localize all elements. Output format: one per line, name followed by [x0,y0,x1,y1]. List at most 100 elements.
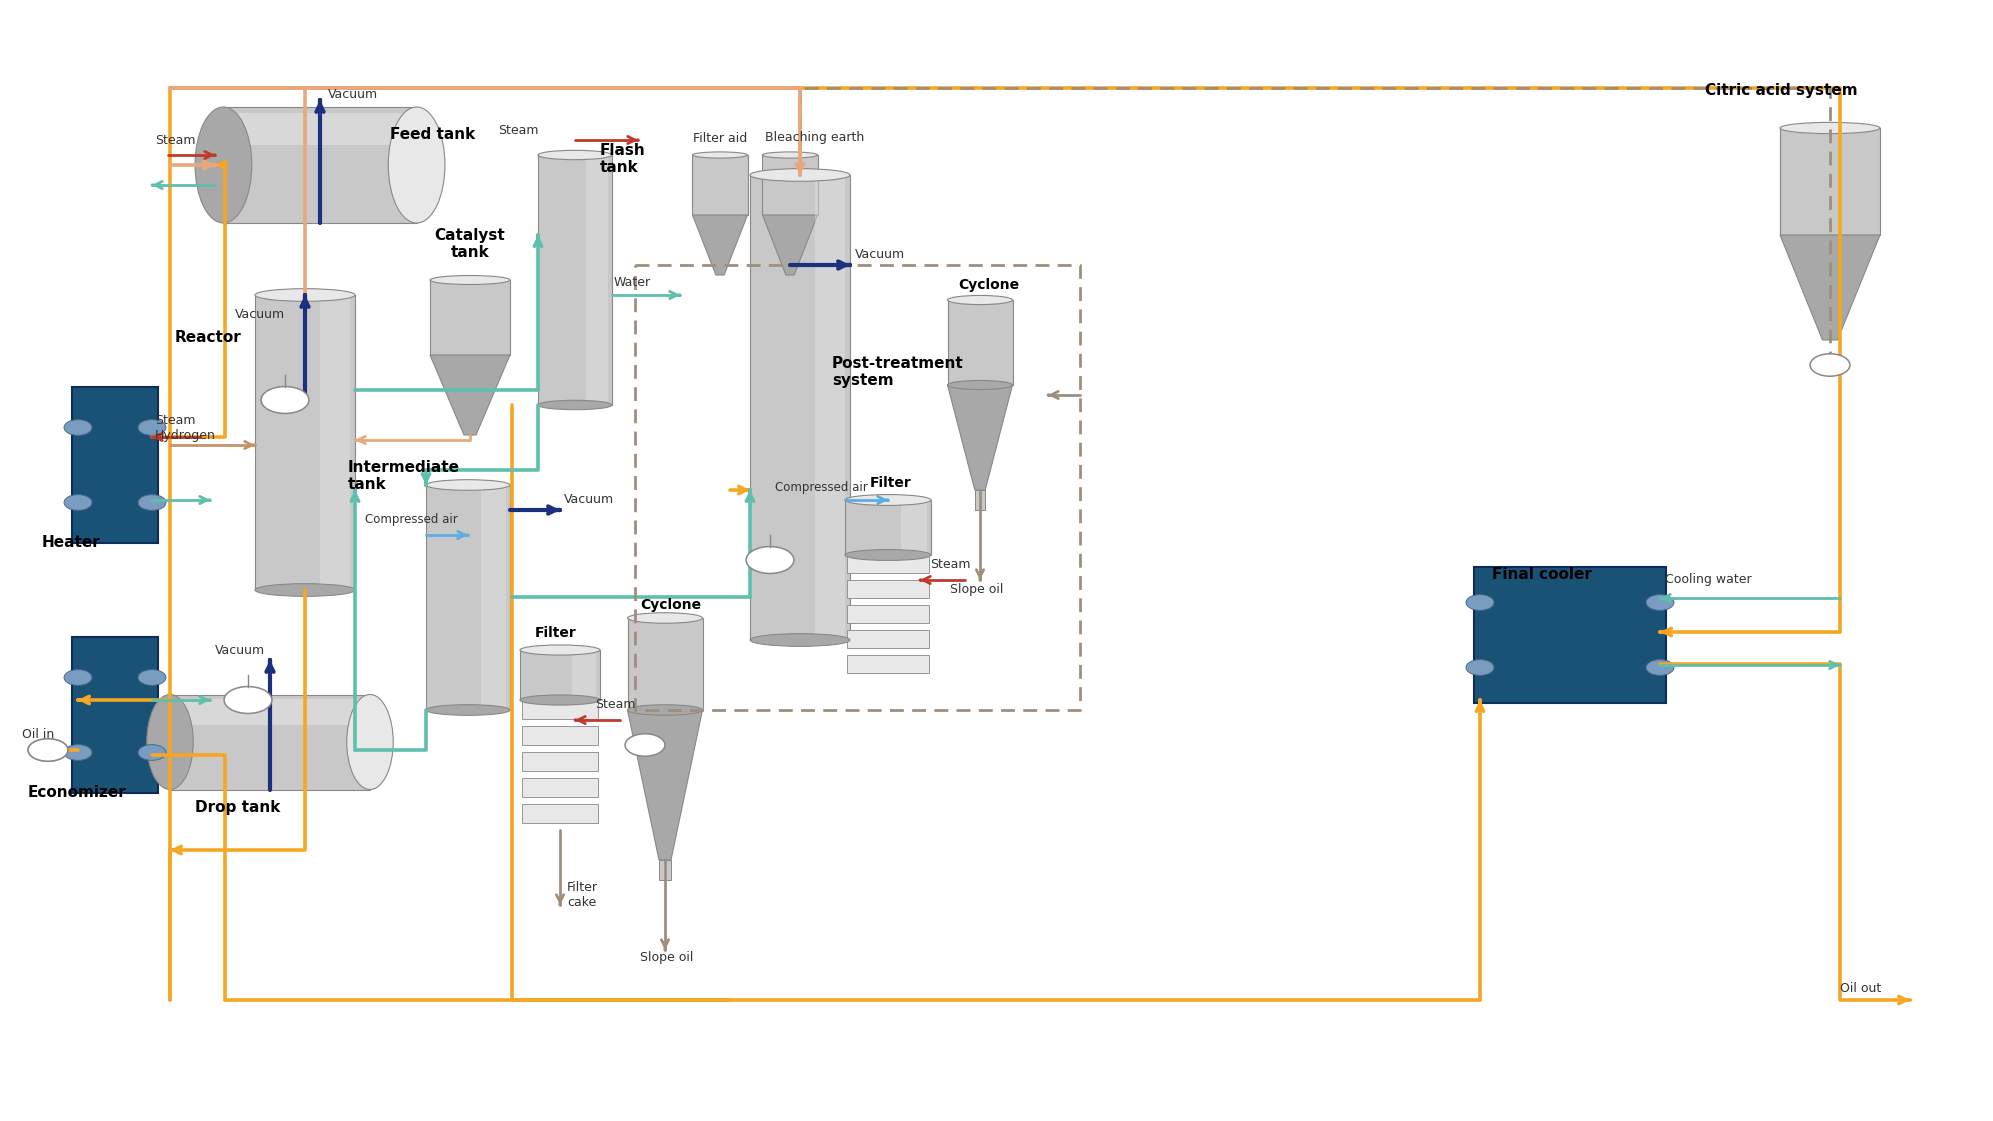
Polygon shape [763,215,817,275]
FancyBboxPatch shape [223,106,417,223]
Text: Vacuum: Vacuum [564,493,614,507]
Text: Flash
tank: Flash tank [600,142,646,175]
Text: Economizer: Economizer [28,785,128,800]
Polygon shape [847,605,929,623]
Text: Vacuum: Vacuum [329,89,379,102]
Text: Filter aid: Filter aid [694,131,747,145]
Text: Drop tank: Drop tank [195,800,281,815]
Ellipse shape [845,549,931,560]
Circle shape [64,419,92,435]
Circle shape [138,669,165,685]
Ellipse shape [947,296,1012,305]
Ellipse shape [195,106,251,223]
Ellipse shape [255,584,355,596]
Polygon shape [947,385,1012,490]
Text: Filter: Filter [871,476,911,490]
Text: Steam: Steam [931,558,971,572]
Ellipse shape [255,289,355,302]
Ellipse shape [763,152,817,158]
Text: Final cooler: Final cooler [1493,567,1592,582]
Ellipse shape [427,705,510,715]
Ellipse shape [749,633,849,647]
Polygon shape [847,630,929,648]
Ellipse shape [845,494,931,506]
Ellipse shape [427,480,510,490]
Circle shape [138,419,165,435]
Text: Cyclone: Cyclone [640,597,702,612]
Ellipse shape [947,380,1012,390]
Text: Catalyst
tank: Catalyst tank [434,228,506,260]
FancyBboxPatch shape [845,500,931,555]
Polygon shape [522,726,598,744]
FancyBboxPatch shape [255,295,355,590]
FancyBboxPatch shape [749,175,849,640]
Polygon shape [975,490,985,510]
FancyBboxPatch shape [223,113,417,145]
Polygon shape [947,300,1012,385]
Text: Bleaching earth: Bleaching earth [765,131,865,145]
Polygon shape [628,618,702,710]
FancyBboxPatch shape [586,155,608,405]
Circle shape [138,494,165,510]
Ellipse shape [347,695,393,789]
Polygon shape [522,752,598,771]
Text: Vacuum: Vacuum [855,249,905,261]
Circle shape [223,686,271,713]
Circle shape [1810,354,1850,377]
FancyBboxPatch shape [815,175,845,640]
Circle shape [1467,594,1495,610]
Polygon shape [430,355,510,435]
Circle shape [64,494,92,510]
Text: Steam: Steam [155,133,195,147]
Polygon shape [522,778,598,797]
Text: Slope oil: Slope oil [640,952,694,964]
FancyBboxPatch shape [901,500,927,555]
FancyBboxPatch shape [520,650,600,700]
Polygon shape [847,555,929,573]
Polygon shape [763,155,817,215]
Text: Reactor: Reactor [175,330,241,345]
Ellipse shape [692,152,747,158]
FancyBboxPatch shape [72,637,157,794]
FancyBboxPatch shape [427,485,510,710]
Circle shape [138,744,165,760]
Circle shape [626,734,666,757]
Text: Feed tank: Feed tank [391,127,474,142]
Text: Vacuum: Vacuum [235,308,285,322]
Text: Vacuum: Vacuum [215,643,265,657]
Polygon shape [847,655,929,673]
Circle shape [64,669,92,685]
Ellipse shape [520,695,600,705]
Text: Compressed air: Compressed air [365,513,458,527]
Text: Slope oil: Slope oil [951,584,1002,596]
Text: Filter: Filter [534,626,576,640]
Circle shape [28,739,68,761]
Ellipse shape [430,276,510,285]
Text: Cyclone: Cyclone [959,278,1018,291]
FancyBboxPatch shape [1475,566,1666,703]
Text: Intermediate
tank: Intermediate tank [349,460,460,492]
Text: Hydrogen: Hydrogen [155,428,215,442]
FancyBboxPatch shape [72,387,157,544]
FancyBboxPatch shape [169,695,371,789]
Ellipse shape [1780,122,1879,133]
Ellipse shape [628,705,702,715]
Ellipse shape [538,150,612,159]
Circle shape [1646,594,1674,610]
Circle shape [64,744,92,760]
Polygon shape [692,215,747,275]
FancyBboxPatch shape [169,700,371,725]
Text: Oil in: Oil in [22,729,54,741]
Ellipse shape [749,168,849,182]
Polygon shape [430,280,510,355]
Ellipse shape [628,613,702,623]
FancyBboxPatch shape [538,155,612,405]
Text: Compressed air: Compressed air [775,482,867,494]
Polygon shape [1780,235,1879,340]
Polygon shape [660,860,672,880]
Circle shape [28,739,68,761]
Polygon shape [1780,128,1879,235]
Polygon shape [847,580,929,597]
Text: Heater: Heater [42,535,102,550]
Circle shape [1646,659,1674,675]
